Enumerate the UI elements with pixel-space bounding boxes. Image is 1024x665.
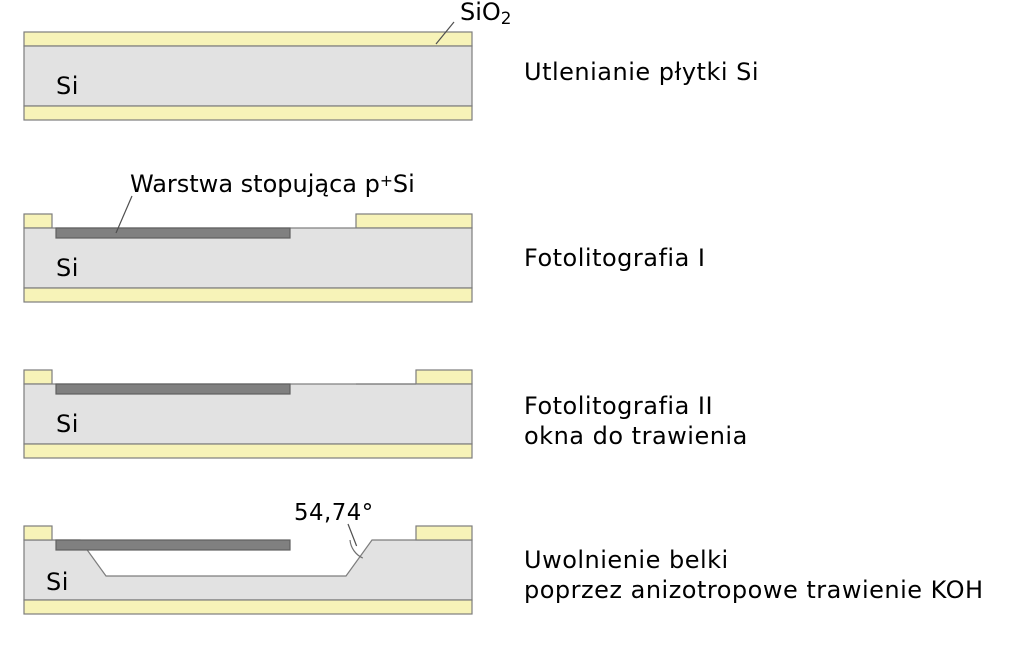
step4-si-label: Si	[46, 568, 69, 596]
step2-si-label: Si	[56, 254, 79, 282]
step2-label: Fotolitografia I	[524, 244, 706, 272]
step1-label: Utlenianie płytki Si	[524, 58, 759, 86]
pplus-label: Warstwa stopująca p+Si	[130, 170, 415, 198]
step3-label-a: Fotolitografia II	[524, 392, 713, 420]
step3-label-b: okna do trawienia	[524, 422, 748, 450]
step4-label-a: Uwolnienie belki	[524, 546, 729, 574]
step1-si-label: Si	[56, 72, 79, 100]
step4-label-b: poprzez anizotropowe trawienie KOH	[524, 576, 984, 604]
etch-angle-label: 54,74°	[294, 500, 374, 526]
step3-si-label: Si	[56, 410, 79, 438]
